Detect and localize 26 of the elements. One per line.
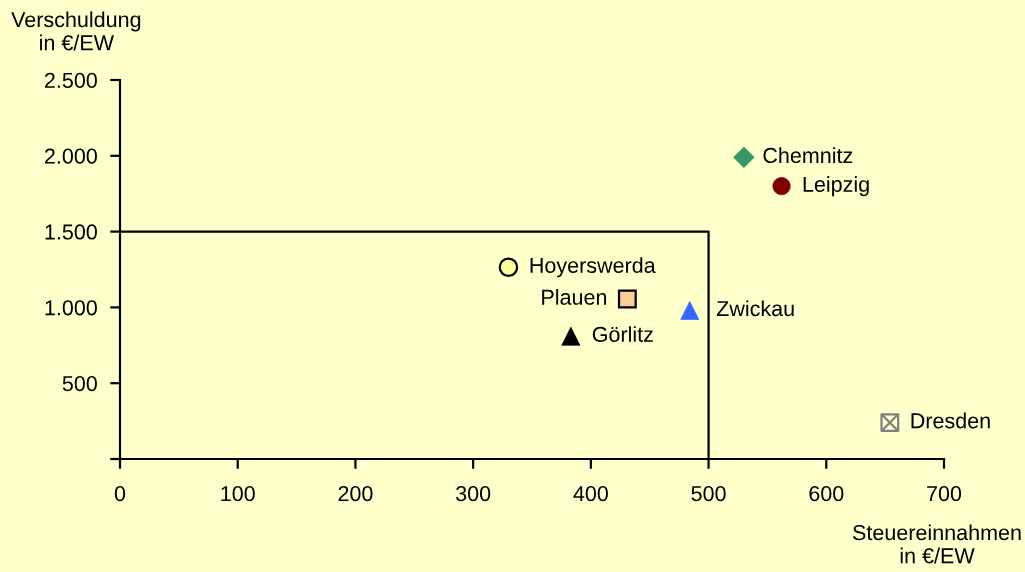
- y-tick-label: 1.500: [45, 224, 97, 240]
- x-tick-label: 200: [338, 485, 373, 502]
- x-tick-label: 600: [809, 485, 844, 502]
- point: [880, 413, 900, 433]
- x-tick-label: 0: [114, 485, 126, 502]
- y-tick-label: 2.000: [44, 148, 97, 164]
- series-label: Plauen: [542, 289, 607, 305]
- point: [498, 257, 519, 278]
- x-tick-label: 300: [456, 485, 491, 502]
- point: [617, 289, 637, 309]
- series-label: Dresden: [911, 412, 990, 429]
- y-tick-label: 500: [62, 375, 97, 392]
- y-axis-title: Verschuldung in €/EW: [11, 11, 141, 51]
- series-label: Hoyerswerda: [530, 257, 656, 278]
- x-tick-label: 400: [573, 485, 608, 502]
- y-tick-label: 1.000: [45, 300, 97, 316]
- series-label: Leipzig: [803, 176, 869, 197]
- series-label: Görlitz: [592, 326, 653, 342]
- y-tick-label: 2.500: [44, 72, 97, 89]
- series-label: Zwickau: [716, 300, 794, 317]
- x-tick-label: 500: [691, 485, 726, 502]
- x-axis-title: Steuereinnahmen in €/EW: [853, 524, 1021, 564]
- series-label: Chemnitz: [763, 147, 853, 164]
- point: [733, 146, 755, 168]
- x-tick-label: 700: [927, 485, 962, 502]
- x-tick-label: 100: [221, 485, 255, 502]
